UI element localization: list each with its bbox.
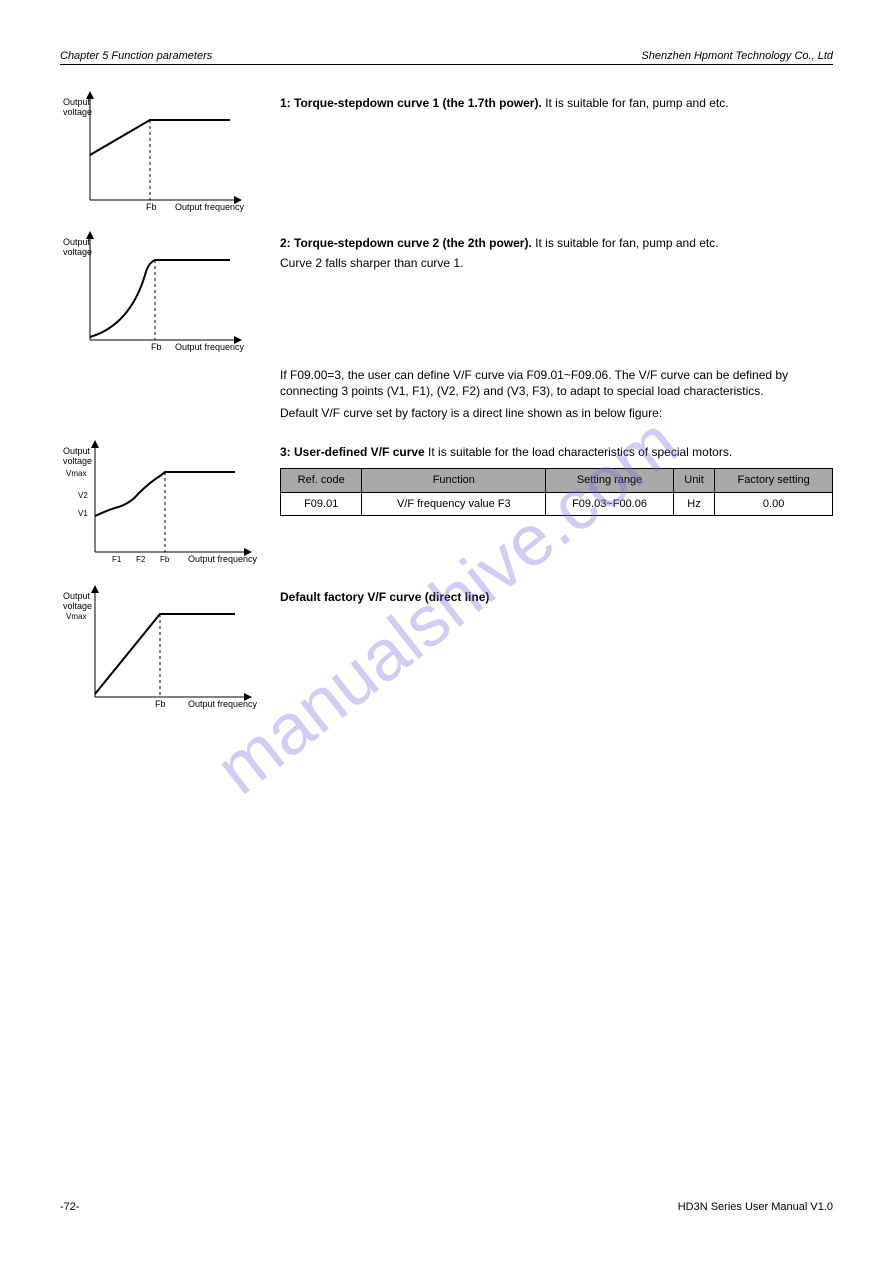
param-table: Ref. code Function Setting range Unit Fa… — [280, 468, 833, 517]
svg-text:Fb: Fb — [146, 202, 157, 212]
chart-4: Output voltage Vmax Fb Output frequency — [60, 579, 260, 714]
svg-text:Output frequency: Output frequency — [175, 202, 245, 212]
curve-1-text: 1: Torque-stepdown curve 1 (the 1.7th po… — [260, 85, 833, 111]
header-right: Shenzhen Hpmont Technology Co., Ltd — [641, 50, 833, 62]
row-curve-4: Output voltage Vmax Fb Output frequency … — [60, 579, 833, 714]
curve-2-label: 2: Torque-stepdown curve 2 (the 2th powe… — [280, 236, 532, 250]
intermediate-line2: Default V/F curve set by factory is a di… — [280, 405, 833, 421]
chart-3: Output voltage Vmax V2 V1 F1 F2 Fb Outpu… — [60, 434, 260, 569]
chart-2-svg: Output voltage Fb Output frequency — [60, 225, 250, 355]
svg-text:Output: Output — [63, 237, 91, 247]
th-function: Function — [362, 468, 546, 492]
th-unit: Unit — [673, 468, 714, 492]
curve-3-label: 3: User-defined V/F curve — [280, 445, 425, 459]
td-range: F09.03~F00.06 — [546, 492, 674, 516]
svg-text:Output frequency: Output frequency — [188, 699, 258, 709]
svg-text:Fb: Fb — [151, 342, 162, 352]
th-refcode: Ref. code — [281, 468, 362, 492]
svg-text:Fb: Fb — [155, 699, 166, 709]
svg-text:voltage: voltage — [63, 601, 92, 611]
curve-4-text: Default factory V/F curve (direct line) — [260, 579, 833, 605]
row-curve-1: Output voltage Fb Output frequency 1: To… — [60, 85, 833, 215]
svg-text:F1: F1 — [112, 555, 122, 564]
chart-2: Output voltage Fb Output frequency — [60, 225, 260, 355]
table-header-row: Ref. code Function Setting range Unit Fa… — [281, 468, 833, 492]
header-left: Chapter 5 Function parameters — [60, 50, 212, 62]
td-unit: Hz — [673, 492, 714, 516]
td-function: V/F frequency value F3 — [362, 492, 546, 516]
chart-3-svg: Output voltage Vmax V2 V1 F1 F2 Fb Outpu… — [60, 434, 260, 569]
svg-text:Vmax: Vmax — [66, 612, 86, 621]
table-row: F09.01 V/F frequency value F3 F09.03~F00… — [281, 492, 833, 516]
svg-text:Output frequency: Output frequency — [175, 342, 245, 352]
chart-1-svg: Output voltage Fb Output frequency — [60, 85, 250, 215]
svg-text:Output: Output — [63, 446, 91, 456]
curve-4-label: Default factory V/F curve (direct line) — [280, 590, 489, 604]
intermediate-line1: If F09.00=3, the user can define V/F cur… — [280, 367, 833, 399]
footer-left: -72- — [60, 1201, 80, 1213]
curve-2-desc-b: Curve 2 falls sharper than curve 1. — [280, 256, 463, 270]
intermediate-text: If F09.00=3, the user can define V/F cur… — [280, 367, 833, 422]
svg-text:Vmax: Vmax — [66, 469, 86, 478]
row-curve-2: Output voltage Fb Output frequency 2: To… — [60, 225, 833, 355]
svg-text:Output frequency: Output frequency — [188, 554, 258, 564]
svg-text:voltage: voltage — [63, 247, 92, 257]
curve-2-desc-a: It is suitable for fan, pump and etc. — [532, 236, 719, 250]
svg-text:V2: V2 — [78, 491, 88, 500]
th-range: Setting range — [546, 468, 674, 492]
chart-1: Output voltage Fb Output frequency — [60, 85, 260, 215]
chart-4-svg: Output voltage Vmax Fb Output frequency — [60, 579, 260, 714]
svg-text:voltage: voltage — [63, 456, 92, 466]
curve-3-desc: It is suitable for the load characterist… — [425, 445, 732, 459]
footer-right: HD3N Series User Manual V1.0 — [678, 1201, 833, 1213]
svg-text:voltage: voltage — [63, 107, 92, 117]
page-footer: -72- HD3N Series User Manual V1.0 — [60, 1201, 833, 1213]
curve-1-label: 1: Torque-stepdown curve 1 (the 1.7th po… — [280, 96, 542, 110]
svg-text:Output: Output — [63, 97, 91, 107]
th-factory: Factory setting — [715, 468, 833, 492]
curve-3-text: 3: User-defined V/F curve It is suitable… — [260, 434, 833, 517]
td-refcode: F09.01 — [281, 492, 362, 516]
page-header: Chapter 5 Function parameters Shenzhen H… — [60, 50, 833, 65]
row-curve-3: Output voltage Vmax V2 V1 F1 F2 Fb Outpu… — [60, 434, 833, 569]
svg-text:Fb: Fb — [160, 555, 170, 564]
svg-text:F2: F2 — [136, 555, 146, 564]
td-factory: 0.00 — [715, 492, 833, 516]
svg-text:Output: Output — [63, 591, 91, 601]
curve-2-text: 2: Torque-stepdown curve 2 (the 2th powe… — [260, 225, 833, 271]
svg-text:V1: V1 — [78, 509, 88, 518]
curve-1-desc: It is suitable for fan, pump and etc. — [542, 96, 729, 110]
